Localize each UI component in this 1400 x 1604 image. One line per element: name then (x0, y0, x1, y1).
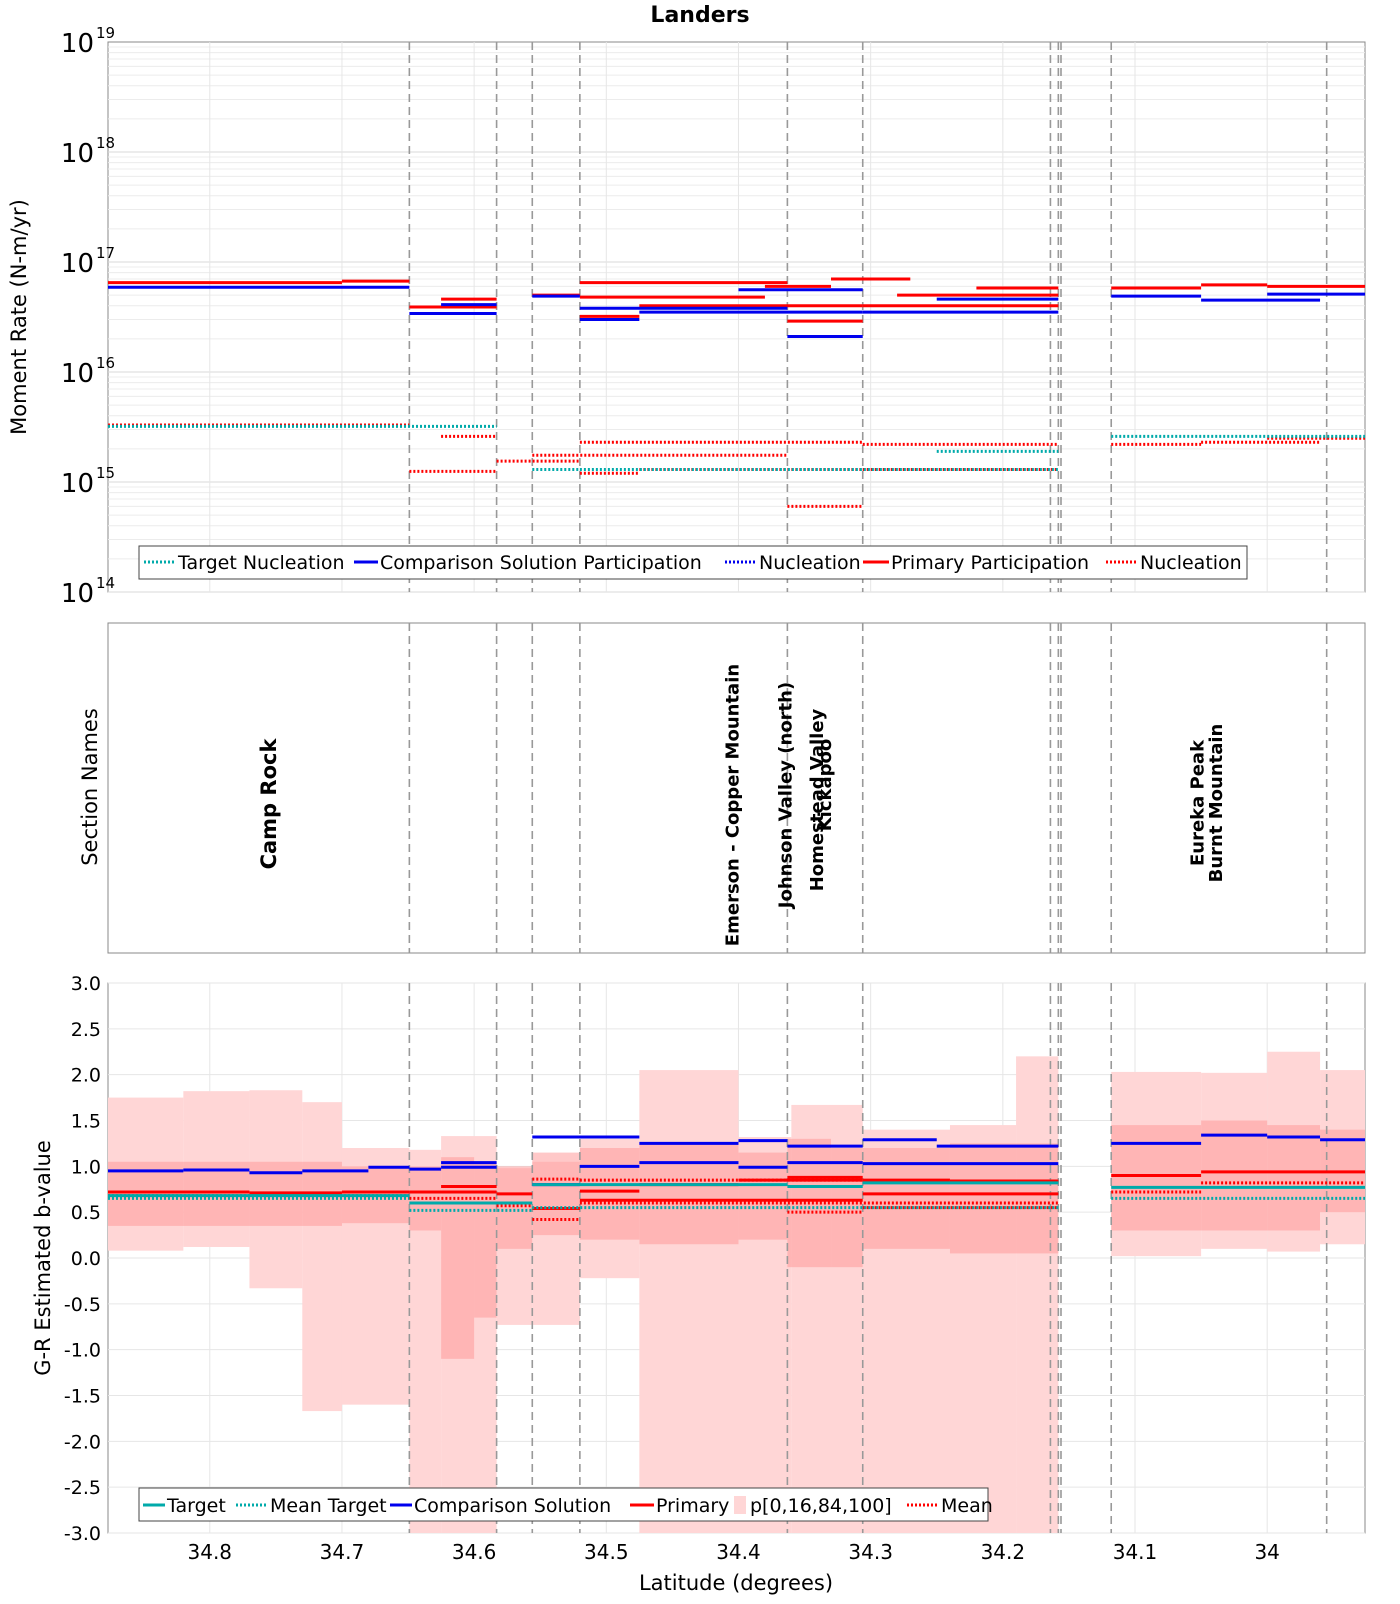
y-tick-label: 1.0 (71, 1156, 101, 1178)
band-inner (579, 1148, 640, 1240)
y-tick-label: 10 (61, 579, 94, 609)
y-tick-label: 2.5 (71, 1019, 101, 1041)
band-inner (738, 1152, 788, 1240)
section-name: Emerson - Copper Mountain (722, 664, 743, 946)
section-name: Kickapoo (815, 739, 836, 832)
section-name: Camp Rock (257, 738, 281, 870)
y-tick-label: -1.5 (64, 1386, 101, 1408)
y-tick-label: 10 (61, 139, 94, 169)
band-inner (474, 1161, 497, 1318)
section-name: Homestead Valley (807, 708, 828, 891)
band-inner (949, 1143, 1059, 1254)
moment-rate-plot-area (107, 41, 1366, 593)
section-name: Eureka Peak (1188, 739, 1209, 866)
b-value-y-ticks: 3.0 2.5 2.0 1.5 1.0 0.5 0.0 -0.5 -1.0 -1.5 -2.0 -2.… (64, 973, 101, 1545)
x-tick-label: 34.8 (188, 1540, 233, 1564)
legend-label-comparison-nucleation: Nucleation (759, 552, 861, 574)
moment-rate-series (108, 277, 1365, 508)
x-axis-label: Latitude (degrees) (639, 1571, 833, 1595)
y-tick-exponent: 14 (96, 574, 115, 592)
y-tick-label: 0.5 (71, 1202, 101, 1224)
band-inner (1201, 1120, 1268, 1231)
x-tick-label: 34.3 (848, 1540, 893, 1564)
chart-title: Landers (650, 3, 749, 28)
moment-rate-legend: Target Nucleation Comparison Solution Pa… (138, 545, 1248, 580)
y-tick-label: 10 (61, 249, 94, 279)
b-value-series (108, 1133, 1365, 1221)
section-names-y-label: Section Names (78, 708, 102, 866)
legend-label-primary-nucleation: Nucleation (1140, 552, 1242, 574)
y-tick-label: 10 (61, 29, 94, 59)
band-outer (302, 1102, 342, 1412)
band-inner (639, 1143, 739, 1245)
x-tick-label: 34.1 (1113, 1540, 1158, 1564)
b-value-section-dividers (408, 983, 1328, 1533)
b-legend-label-comparison: Comparison Solution (414, 1495, 611, 1517)
x-tick-label: 34.7 (320, 1540, 365, 1564)
y-tick-exponent: 17 (96, 244, 115, 262)
latitude-x-ticks: 34.8 34.7 34.6 34.5 34.4 34.3 34.2 34.1 34 (188, 1540, 1280, 1564)
section-names-panel: Camp Rock Emerson - Copper Mountain Johnso… (78, 622, 1366, 954)
b-value-panel: 3.0 2.5 2.0 1.5 1.0 0.5 0.0 -0.5 -1.0 -1.5 -2.0 -2.… (31, 973, 1366, 1595)
section-names-dividers (408, 623, 1328, 953)
x-tick-label: 34.2 (981, 1540, 1026, 1564)
moment-rate-y-label: Moment Rate (N-m/yr) (7, 199, 31, 435)
section-name-labels: Camp Rock Emerson - Copper Mountain Johnso… (257, 664, 1227, 946)
band-outer (639, 1070, 739, 1533)
y-tick-exponent: 19 (96, 24, 115, 42)
y-tick-label: 10 (61, 469, 94, 499)
b-legend-label-target: Target (166, 1495, 226, 1517)
x-tick-label: 34.4 (716, 1540, 761, 1564)
y-tick-label: -2.5 (64, 1477, 101, 1499)
band-inner (496, 1166, 533, 1249)
b-legend-label-mean: Mean (941, 1495, 993, 1517)
b-value-y-label: G-R Estimated b-value (31, 1140, 55, 1376)
y-tick-label: -3.0 (64, 1523, 101, 1545)
y-tick-label: -0.5 (64, 1294, 101, 1316)
band-inner (532, 1152, 580, 1236)
y-tick-label: 1.5 (71, 1111, 101, 1133)
band-inner (1267, 1125, 1321, 1231)
x-tick-label: 34.6 (452, 1540, 497, 1564)
section-name: Johnson Valley (north) (775, 682, 796, 910)
y-tick-label: 0.0 (71, 1248, 101, 1270)
legend-label-primary-participation: Primary Participation (891, 552, 1089, 574)
section-names-plot-area (107, 622, 1366, 954)
y-tick-exponent: 16 (96, 354, 115, 372)
b-legend-box (138, 1487, 989, 1522)
b-legend-swatch-percentiles (734, 1496, 746, 1514)
b-legend-label-primary: Primary (656, 1495, 729, 1517)
y-tick-label: -2.0 (64, 1431, 101, 1453)
y-tick-exponent: 15 (96, 464, 115, 482)
b-value-legend: Target Mean Target Comparison Solution P… (138, 1487, 993, 1522)
band-inner (1111, 1125, 1202, 1231)
band-outer (1016, 1056, 1059, 1533)
y-tick-label: -1.0 (64, 1340, 101, 1362)
x-tick-label: 34.5 (584, 1540, 629, 1564)
section-name: Burnt Mountain (1206, 724, 1227, 883)
y-tick-label: 2.0 (71, 1065, 101, 1087)
legend-box (138, 545, 1248, 580)
x-tick-label: 34 (1254, 1540, 1279, 1564)
legend-label-comparison-participation: Comparison Solution Participation (380, 552, 702, 574)
y-tick-label: 10 (61, 359, 94, 389)
legend-label-target-nucleation: Target Nucleation (177, 552, 345, 574)
y-tick-exponent: 18 (96, 134, 115, 152)
y-tick-label: 3.0 (71, 973, 101, 995)
b-legend-label-mean-target: Mean Target (270, 1495, 387, 1517)
b-legend-label-percentiles: p[0,16,84,100] (750, 1495, 892, 1517)
